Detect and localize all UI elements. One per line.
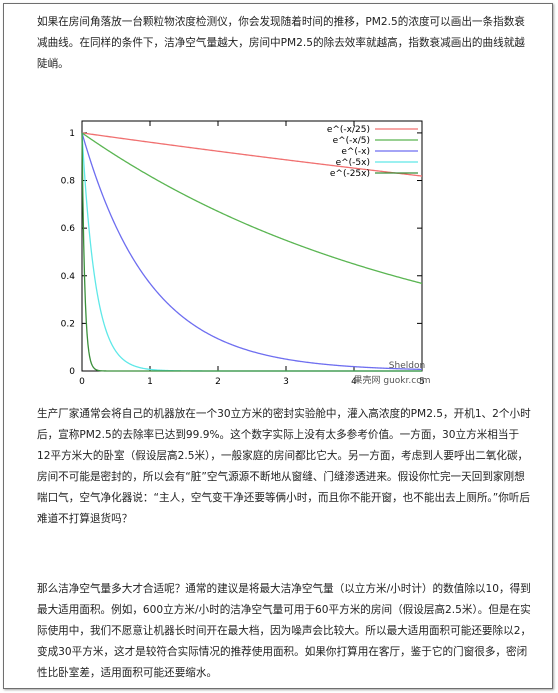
watermark-site: 果壳网 guokr.com [354, 374, 431, 386]
series-line-5 [81, 132, 422, 372]
x-tick-label: 5 [419, 377, 425, 387]
series-line-4 [81, 132, 422, 372]
chart-lines [81, 132, 423, 372]
article-frame: 如果在房间角落放一台颗粒物浓度检测仪，你会发现随着时间的推移，PM2.5的浓度可… [3, 3, 553, 689]
series-line-3 [81, 132, 423, 371]
x-tick-label: 2 [215, 377, 221, 387]
legend-label: e^(-5x) [336, 158, 370, 168]
plot-frame [81, 120, 423, 372]
legend-label: e^(-x/25) [327, 125, 370, 135]
legend-label: e^(-x) [341, 147, 370, 157]
chart-legend: e^(-x/25)e^(-x/5)e^(-x)e^(-5x)e^(-25x) [327, 125, 418, 179]
series-line-2 [81, 132, 423, 285]
chart-axes: 0 1 2 3 4 5 0 0.2 0.4 0.6 0.8 1 [61, 120, 425, 387]
legend-label: e^(-25x) [330, 169, 370, 179]
y-tick-label: 0 [69, 367, 75, 377]
decay-chart: 0 1 2 3 4 500.20.40.60.81 e^(-x/25)e^(-x/5)e^… [61, 120, 431, 387]
x-tick-label: 4 [351, 377, 357, 387]
x-tick-label: 0 [79, 377, 85, 387]
x-tick-label: 1 [147, 377, 153, 387]
y-tick-label: 0.4 [61, 272, 76, 282]
watermark-name: Sheldon [389, 361, 425, 371]
series-line-1 [81, 132, 423, 177]
y-tick-label: 1 [69, 129, 75, 139]
chart-watermark: Sheldon 果壳网 guokr.com [354, 361, 431, 386]
y-tick-label: 0.6 [61, 224, 76, 234]
paragraph-lab-test: 生产厂家通常会将自己的机器放在一个30立方米的密封实验舱中，灌入高浓度的PM2.… [37, 408, 531, 525]
y-tick-label: 0.8 [61, 177, 76, 187]
legend-label: e^(-x/5) [333, 136, 370, 146]
paragraph-intro: 如果在房间角落放一台颗粒物浓度检测仪，你会发现随着时间的推移，PM2.5的浓度可… [37, 16, 525, 70]
x-tick-label: 3 [283, 377, 289, 387]
y-tick-label: 0.2 [61, 319, 75, 329]
paragraph-recommendation: 那么洁净空气量多大才合适呢？通常的建议是将最大洁净空气量（以立方米/小时计）的数… [37, 583, 532, 679]
